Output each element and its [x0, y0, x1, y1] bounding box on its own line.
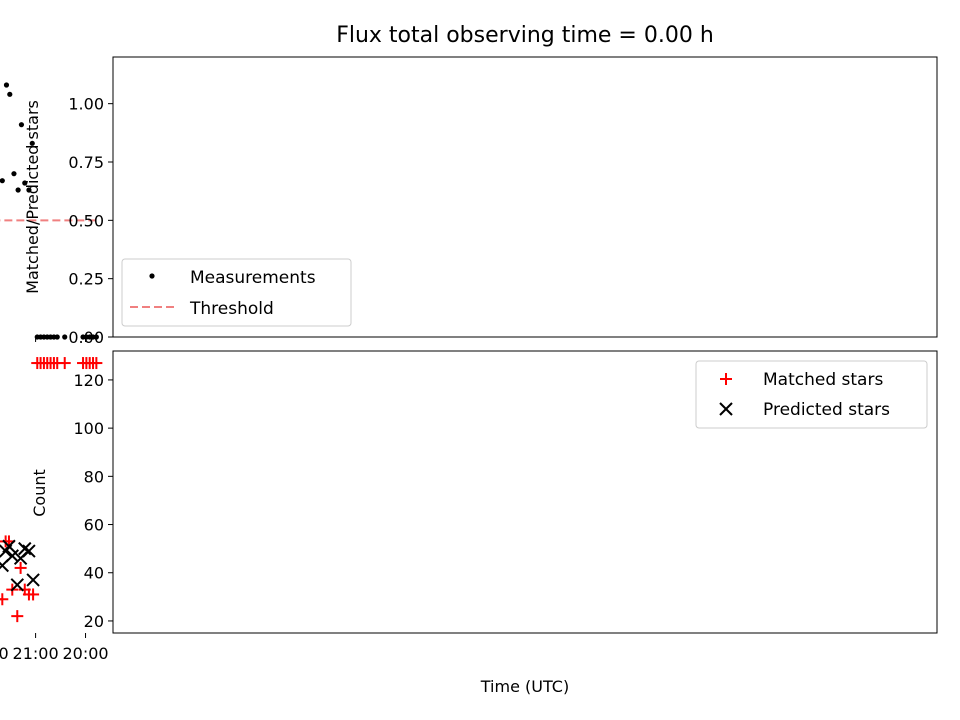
measurement-point — [22, 180, 28, 186]
legend-plus-marker — [720, 373, 732, 385]
matched-star-point — [0, 535, 12, 548]
measurement-point — [26, 187, 32, 193]
top-y-tick-label: 0.00 — [68, 328, 104, 347]
measurement-point — [62, 334, 68, 340]
matched-star-point — [0, 598, 3, 601]
top-y-ticks: 0.00 0.25 0.50 0.75 1.00 — [68, 95, 113, 347]
matched-star-point — [31, 357, 44, 370]
star-count-points — [0, 357, 103, 623]
bottom-x-tick-label: 22:00 — [0, 644, 9, 663]
legend-x-marker — [719, 402, 733, 416]
measurement-point — [3, 82, 10, 88]
measurement-point — [0, 178, 5, 184]
top-y-tick-label: 1.00 — [68, 95, 104, 114]
top-y-axis-label: Matched/Predicted stars — [23, 100, 42, 294]
top-axes-frame — [112, 56, 938, 338]
top-legend-box — [121, 258, 352, 327]
bottom-y-tick-label: 100 — [73, 419, 104, 438]
top-y-tick-label: 0.50 — [68, 211, 104, 230]
top-y-tick-label: 0.25 — [68, 270, 104, 289]
bottom-y-tick-label: 20 — [84, 612, 104, 631]
bottom-y-axis-label: Count — [30, 469, 49, 517]
measurement-point — [80, 334, 86, 340]
predicted-star-point — [18, 541, 32, 556]
predicted-star-point — [26, 573, 40, 587]
bottom-axes-frame — [112, 350, 938, 634]
measurement-point — [29, 140, 35, 146]
legend-dot-marker — [149, 273, 155, 279]
measurement-point — [18, 122, 25, 128]
measurement-points — [0, 82, 99, 340]
predicted-star-point — [0, 558, 10, 573]
top-panel: Flux total observing time = 0.00 h 0.000… — [0, 23, 938, 347]
bottom-x-axis-label: Time (UTC) — [480, 677, 569, 696]
measurement-point — [11, 171, 17, 177]
bottom-legend: Matched stars Predicted stars — [695, 360, 928, 429]
legend-label-predicted: Predicted stars — [763, 400, 890, 420]
legend-label-matched: Matched stars — [763, 370, 883, 390]
legend-label-threshold: Threshold — [189, 299, 274, 319]
predicted-star-point — [10, 578, 24, 592]
top-x-ticks — [35, 337, 87, 342]
matched-star-point — [14, 561, 27, 574]
top-y-tick-label: 0.75 — [68, 153, 104, 172]
predicted-star-point — [0, 544, 13, 558]
matched-star-point — [11, 610, 24, 623]
measurement-point — [7, 91, 13, 97]
bottom-y-tick-label: 40 — [84, 564, 104, 583]
legend-label-measurements: Measurements — [190, 268, 316, 288]
bottom-y-tick-label: 60 — [84, 516, 104, 535]
bottom-x-tick-label: 20:00 — [62, 644, 108, 663]
bottom-y-tick-label: 80 — [84, 467, 104, 486]
matched-star-point — [77, 357, 90, 370]
chart-title: Flux total observing time = 0.00 h — [336, 23, 714, 48]
bottom-x-tick-label: 21:00 — [13, 644, 59, 663]
top-legend: Measurements Threshold — [121, 258, 352, 327]
predicted-star-point — [13, 551, 28, 565]
bottom-legend-box — [695, 360, 928, 429]
bottom-y-tick-label: 120 — [73, 371, 104, 390]
bottom-y-ticks: 20 40 60 80 100 120 — [73, 371, 113, 631]
measurement-point — [15, 187, 21, 193]
